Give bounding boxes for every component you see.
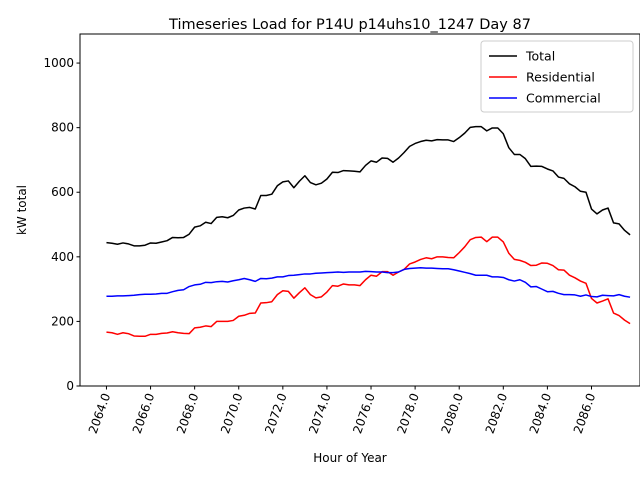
legend: Total Residential Commercial xyxy=(480,40,634,113)
x-axis-label: Hour of Year xyxy=(313,451,387,465)
y-tick-label: 0 xyxy=(66,379,74,393)
legend-label-residential: Residential xyxy=(526,70,595,85)
series-line-residential xyxy=(106,236,631,338)
y-tick-label: 200 xyxy=(51,314,74,328)
axes-frame xyxy=(79,33,640,387)
y-tick-label: 400 xyxy=(51,250,74,264)
y-tick-label: 800 xyxy=(51,121,74,135)
chart-title: Timeseries Load for P14U p14uhs10_1247 D… xyxy=(168,17,531,33)
series-line-total xyxy=(106,125,631,247)
legend-label-total: Total xyxy=(525,49,555,64)
y-tick-label: 1000 xyxy=(43,56,74,70)
legend-box xyxy=(480,40,634,113)
y-axis-label: kW total xyxy=(15,185,29,235)
plot-area xyxy=(106,125,631,338)
legend-label-commercial: Commercial xyxy=(526,91,601,106)
y-axis: 0 200 400 600 800 1000 xyxy=(43,56,80,393)
y-tick-label: 600 xyxy=(51,185,74,199)
series-line-commercial xyxy=(106,267,631,298)
